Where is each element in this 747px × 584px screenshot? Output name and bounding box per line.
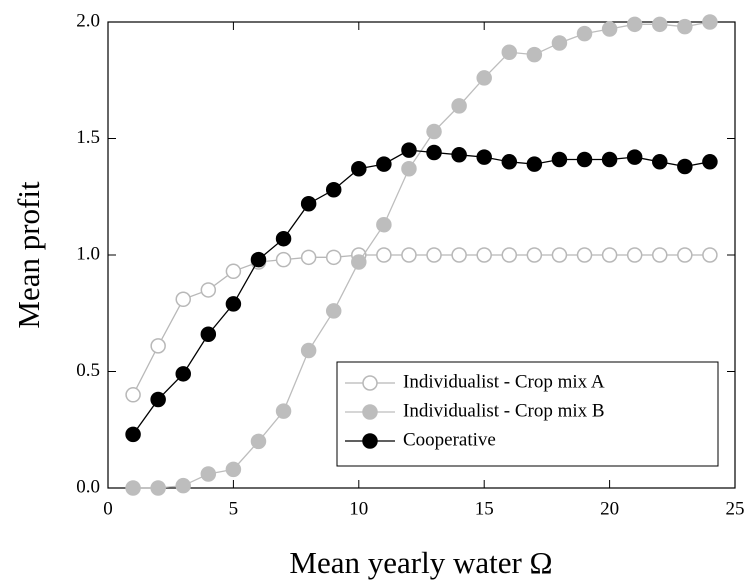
point <box>125 426 141 443</box>
point <box>702 247 718 263</box>
point <box>451 147 467 163</box>
point <box>376 156 392 172</box>
point <box>325 182 342 198</box>
y-tick-label: 0.5 <box>76 360 100 381</box>
point <box>401 161 417 177</box>
point <box>275 251 292 268</box>
legend-marker <box>362 433 378 449</box>
point <box>652 16 668 33</box>
point <box>300 342 317 359</box>
point <box>576 25 593 42</box>
legend-marker <box>362 404 378 420</box>
legend-box <box>336 361 719 467</box>
point <box>702 14 718 30</box>
x-axis-title: Mean yearly water Ω <box>289 545 552 580</box>
point <box>175 477 191 494</box>
point <box>426 247 442 263</box>
point <box>626 16 643 33</box>
point <box>225 296 242 312</box>
point <box>677 18 693 35</box>
point <box>325 249 342 266</box>
point <box>175 366 191 382</box>
legend-label: Individualist - Crop mix A <box>403 371 605 392</box>
point <box>526 156 543 172</box>
legend: Individualist - Crop mix A Individualist … <box>336 361 719 467</box>
point <box>476 70 492 86</box>
point <box>401 247 417 263</box>
point <box>250 433 267 450</box>
point <box>476 149 492 165</box>
x-tick-label: 15 <box>475 498 494 519</box>
point <box>601 21 618 37</box>
point <box>702 154 718 170</box>
legend-label: Individualist - Crop mix B <box>403 400 605 421</box>
x-tick-label: 25 <box>726 498 745 519</box>
point <box>225 263 242 280</box>
point <box>300 249 317 266</box>
point <box>401 142 417 158</box>
point <box>626 149 643 165</box>
point <box>476 247 492 263</box>
point <box>125 480 141 496</box>
point <box>275 403 292 419</box>
point <box>652 154 668 170</box>
point <box>677 247 693 263</box>
point <box>426 144 442 161</box>
legend-label: Cooperative <box>403 429 496 450</box>
point <box>351 161 367 177</box>
point <box>677 158 693 175</box>
point <box>275 230 292 247</box>
point <box>376 216 392 233</box>
point <box>250 251 267 268</box>
y-axis-title: Mean profit <box>11 181 46 329</box>
point <box>501 44 518 61</box>
y-tick-label: 2.0 <box>76 10 100 31</box>
point <box>451 98 467 114</box>
point <box>576 247 593 263</box>
y-tick-label: 1.5 <box>76 127 100 148</box>
point <box>300 195 317 212</box>
point <box>501 247 518 263</box>
point <box>601 247 618 263</box>
point <box>200 466 217 482</box>
point <box>576 151 593 168</box>
point <box>225 461 242 478</box>
point <box>150 391 166 408</box>
point <box>551 151 568 168</box>
y-tick-label: 1.0 <box>76 243 100 264</box>
point <box>376 247 392 263</box>
point <box>150 338 166 354</box>
point <box>526 247 543 263</box>
point <box>426 123 442 140</box>
point <box>200 282 217 298</box>
x-tick-label: 5 <box>229 498 239 519</box>
point <box>626 247 643 263</box>
point <box>551 35 568 51</box>
point <box>451 247 467 263</box>
point <box>351 254 367 270</box>
point <box>125 387 141 403</box>
x-tick-label: 10 <box>349 498 368 519</box>
x-tick-label: 0 <box>103 498 113 519</box>
point <box>200 326 217 342</box>
point <box>601 151 618 168</box>
point <box>501 154 518 170</box>
point <box>652 247 668 263</box>
point <box>175 291 191 308</box>
point <box>526 46 543 63</box>
point <box>551 247 568 263</box>
point <box>150 480 166 496</box>
point <box>325 303 342 319</box>
x-tick-label: 20 <box>600 498 619 519</box>
y-tick-label: 0.0 <box>76 476 100 497</box>
legend-marker <box>362 375 378 391</box>
